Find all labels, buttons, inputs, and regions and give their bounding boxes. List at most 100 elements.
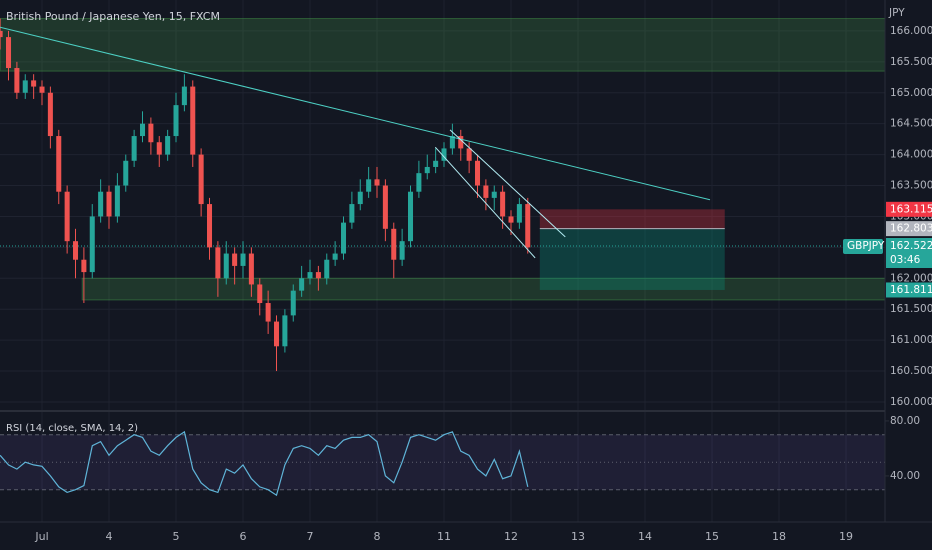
candle-body bbox=[525, 204, 531, 248]
candle-body bbox=[399, 241, 405, 260]
candle-body bbox=[265, 303, 271, 322]
candle-body bbox=[491, 191, 497, 198]
candle-body bbox=[181, 86, 187, 106]
candle-body bbox=[324, 259, 330, 279]
x-tick-label: 4 bbox=[106, 530, 113, 543]
rsi-band bbox=[0, 434, 885, 490]
candle-body bbox=[215, 247, 221, 279]
target-zone bbox=[539, 228, 725, 290]
candle-body bbox=[173, 105, 179, 137]
candle-body bbox=[466, 148, 472, 161]
candle-body bbox=[47, 92, 53, 137]
last-price-label-box bbox=[886, 238, 932, 268]
y-tick-label: 163.500 bbox=[890, 180, 932, 192]
candle-body bbox=[5, 37, 12, 69]
y-tick-label: 164.000 bbox=[890, 149, 932, 161]
candle-body bbox=[508, 216, 514, 223]
y-tick-label: 160.000 bbox=[890, 396, 932, 408]
y-tick-label: 166.000 bbox=[890, 25, 932, 37]
candle-body bbox=[240, 253, 246, 266]
candle-body bbox=[131, 136, 137, 161]
x-tick-label: 19 bbox=[839, 530, 853, 543]
candle-body bbox=[98, 191, 104, 217]
x-tick-label: Jul bbox=[34, 530, 48, 543]
y-tick-label: 161.000 bbox=[890, 334, 932, 346]
candle-body bbox=[223, 253, 229, 279]
candle-body bbox=[424, 166, 430, 174]
candle-body bbox=[449, 136, 455, 149]
candle-body bbox=[416, 173, 422, 192]
zone bbox=[81, 277, 886, 301]
target-label-box bbox=[886, 282, 932, 298]
symbol-box bbox=[843, 239, 883, 254]
candle-body bbox=[165, 136, 171, 155]
candle-body bbox=[307, 272, 313, 279]
candle-body bbox=[366, 179, 372, 192]
candle-body bbox=[139, 123, 146, 137]
last-price-label: 162.522 bbox=[890, 240, 932, 252]
x-tick-label: 14 bbox=[638, 530, 652, 543]
candle-body bbox=[190, 86, 196, 155]
x-tick-label: 18 bbox=[772, 530, 786, 543]
candle-body bbox=[198, 154, 204, 205]
candle-body bbox=[0, 30, 3, 38]
stop-label: 163.115 bbox=[890, 203, 932, 215]
candle-body bbox=[106, 191, 112, 217]
candle-body bbox=[156, 142, 162, 155]
candle-body bbox=[39, 86, 45, 93]
candle-body bbox=[248, 253, 254, 285]
y-tick-label: 165.500 bbox=[890, 56, 932, 68]
candle-body bbox=[257, 284, 263, 304]
candle-body bbox=[56, 136, 62, 192]
candle-body bbox=[273, 321, 280, 347]
candle-body bbox=[441, 148, 447, 161]
candle-body bbox=[282, 315, 288, 347]
symbol-label: GBPJPY bbox=[847, 240, 885, 252]
candle-body bbox=[349, 204, 355, 223]
x-tick-label: 13 bbox=[571, 530, 585, 543]
x-tick-label: 7 bbox=[307, 530, 314, 543]
zone bbox=[0, 18, 886, 72]
countdown: 03:46 bbox=[890, 254, 921, 266]
candle-body bbox=[64, 191, 70, 242]
entry-label-box bbox=[886, 221, 932, 237]
candle-body bbox=[299, 278, 305, 291]
candle-body bbox=[14, 68, 20, 93]
rsi-title: RSI (14, close, SMA, 14, 2) bbox=[6, 423, 138, 434]
plot bbox=[0, 0, 886, 522]
candle-body bbox=[123, 160, 129, 186]
candle-body bbox=[382, 185, 388, 229]
candle-body bbox=[81, 259, 87, 273]
candle-body bbox=[22, 80, 28, 93]
candle-body bbox=[148, 123, 154, 143]
rsi-line bbox=[0, 430, 529, 497]
candle-body bbox=[315, 272, 321, 279]
x-tick-label: 5 bbox=[173, 530, 180, 543]
candle-body bbox=[357, 191, 363, 205]
candle-body bbox=[232, 253, 238, 266]
candle-body bbox=[500, 191, 506, 217]
y-tick-label: 164.500 bbox=[890, 118, 932, 130]
rsi-tick-label: 40.00 bbox=[890, 470, 920, 482]
candle-body bbox=[114, 185, 120, 217]
x-tick-label: 8 bbox=[374, 530, 381, 543]
y-tick-label: 161.500 bbox=[890, 303, 932, 315]
candle-body bbox=[31, 80, 37, 87]
candle-body bbox=[516, 204, 522, 223]
x-tick-label: 11 bbox=[437, 530, 451, 543]
trendline bbox=[0, 26, 711, 201]
candle-body bbox=[89, 216, 95, 273]
stop-zone bbox=[539, 209, 725, 229]
x-tick-label: 6 bbox=[240, 530, 247, 543]
candle-body bbox=[407, 191, 414, 242]
y-tick-label: 162.000 bbox=[890, 272, 932, 284]
candle-body bbox=[483, 185, 489, 198]
trendline bbox=[449, 129, 566, 238]
candle-body bbox=[391, 228, 397, 260]
entry-label: 162.803 bbox=[890, 223, 932, 235]
candle-body bbox=[374, 179, 380, 186]
x-tick-label: 15 bbox=[705, 530, 719, 543]
candle-body bbox=[332, 253, 338, 260]
x-tick-label: 12 bbox=[504, 530, 518, 543]
